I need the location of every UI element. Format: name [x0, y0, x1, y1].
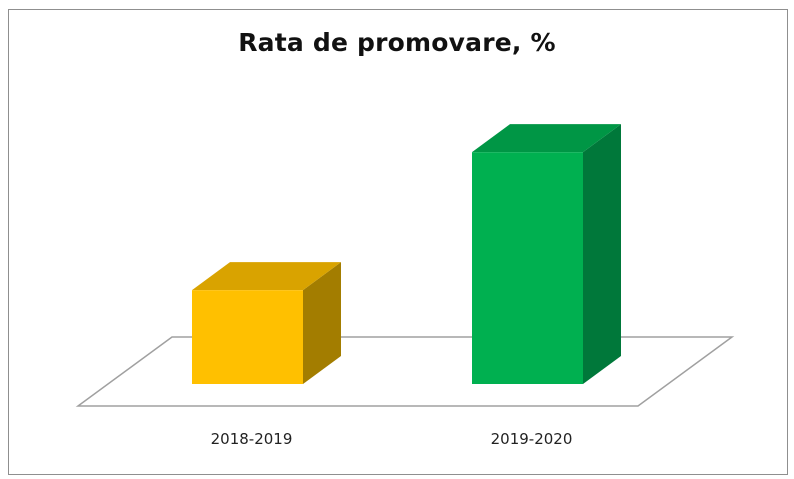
bar-top-face — [472, 124, 621, 153]
bar-top-face — [192, 262, 341, 291]
x-tick-label: 2019-2020 — [491, 430, 573, 448]
x-tick-label: 2018-2019 — [211, 430, 293, 448]
bar-2018-2019 — [192, 262, 341, 384]
bar-2019-2020 — [472, 124, 621, 384]
bar-side-face — [583, 124, 621, 384]
x-tick-labels: 2018-2019 2019-2020 — [211, 430, 573, 448]
bar-side-face — [303, 262, 341, 384]
chart-floor — [75, 336, 735, 407]
chart-title: Rata de promovare, % — [238, 28, 556, 57]
bars-layer — [192, 124, 621, 384]
bar-front-face — [472, 152, 583, 384]
bar-front-face — [192, 290, 303, 384]
